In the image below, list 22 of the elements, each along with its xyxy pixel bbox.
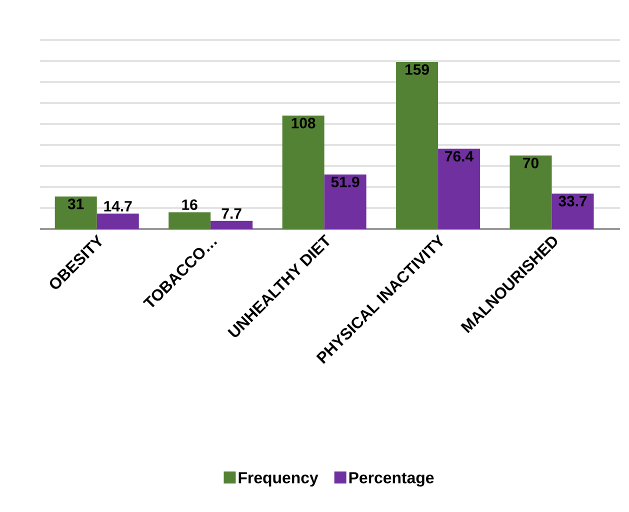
bar — [54, 196, 97, 229]
data-label: 14.7 — [104, 201, 132, 212]
data-label: 70 — [523, 158, 538, 168]
data-label: 108 — [292, 118, 316, 128]
data-label: 76.4 — [445, 150, 474, 162]
data-label: 159 — [406, 64, 429, 75]
bar — [210, 220, 253, 229]
bar — [396, 62, 438, 229]
data-label: 7.7 — [222, 208, 242, 219]
data-label: 51.9 — [331, 176, 360, 188]
bar — [168, 212, 211, 229]
data-label: 31 — [68, 198, 84, 210]
legend-label: Percentage — [349, 472, 434, 487]
bar — [552, 194, 594, 229]
bar — [324, 174, 366, 229]
bar — [438, 148, 480, 229]
legend-label: Frequency — [238, 472, 318, 487]
bar — [96, 214, 139, 229]
bar — [510, 156, 552, 229]
bar — [282, 116, 324, 229]
data-label: 16 — [182, 199, 198, 210]
data-label: 33.7 — [558, 196, 587, 206]
